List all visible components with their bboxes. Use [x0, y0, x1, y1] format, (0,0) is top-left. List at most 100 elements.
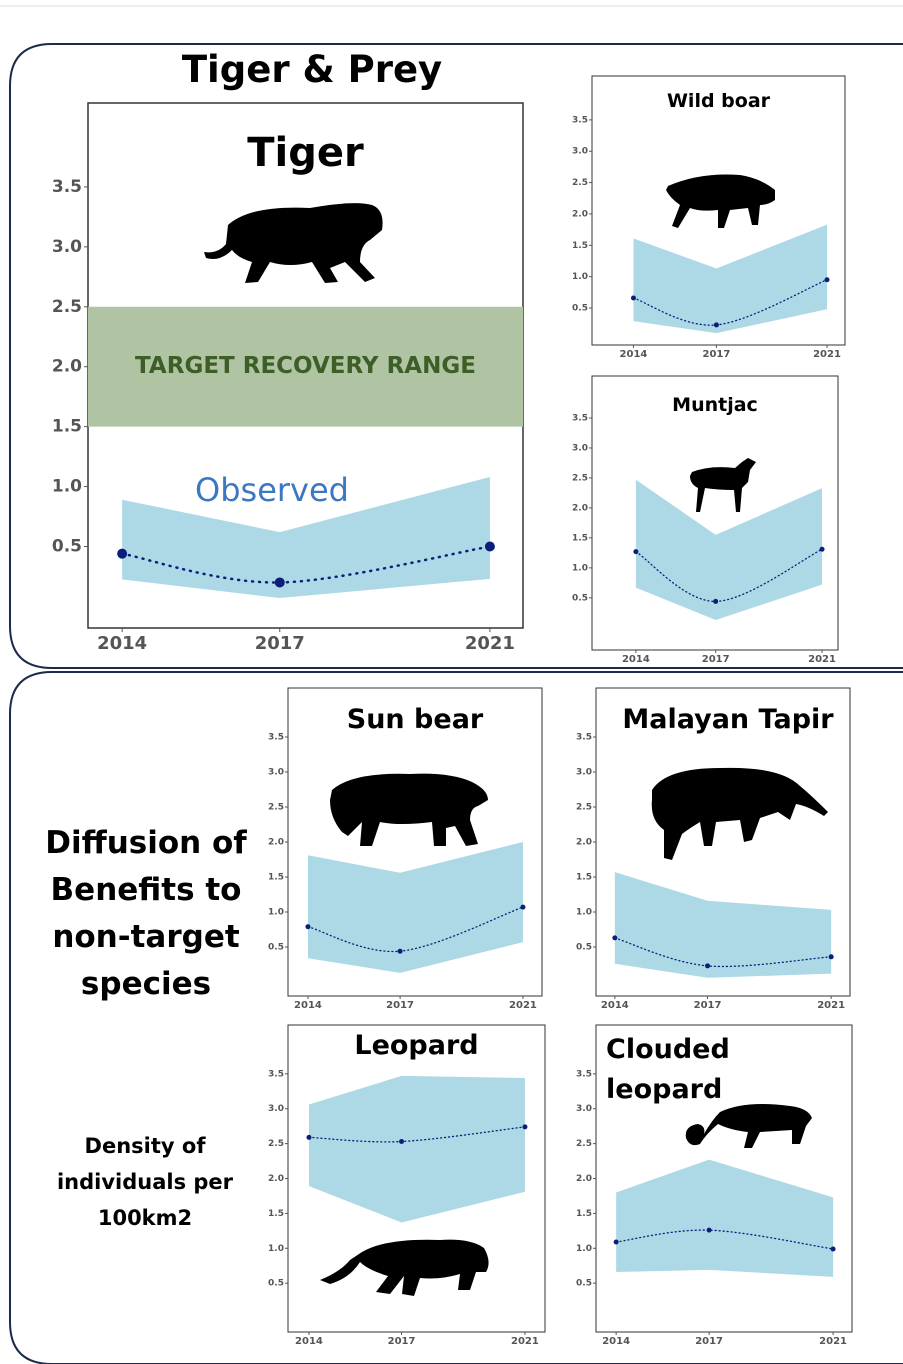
x-tick-label: 2021 — [465, 633, 515, 654]
interval-band — [122, 476, 490, 599]
target-band — [88, 306, 523, 427]
y-tick-label: 3.0 — [268, 768, 284, 778]
x-tick-label: 2014 — [97, 633, 147, 654]
x-tick-label: 2017 — [702, 654, 730, 665]
point — [399, 1139, 405, 1145]
point — [633, 549, 639, 555]
y-tick-label: 2.0 — [268, 1174, 284, 1184]
y-tick-label: 3.5 — [572, 115, 588, 125]
panel-title: Tiger & Prey — [181, 48, 443, 91]
chart-title: Sun bear — [346, 704, 484, 735]
chart-title: Malayan Tapir — [622, 704, 834, 735]
y-tick-label: 1.0 — [576, 908, 592, 918]
x-tick-label: 2014 — [622, 654, 650, 665]
y-tick-label: 1.0 — [572, 563, 588, 573]
point — [828, 954, 834, 960]
x-tick-label: 2021 — [808, 654, 836, 665]
y-tick-label: 2.5 — [52, 297, 82, 317]
y-tick-label: 0.5 — [576, 943, 592, 953]
y-tick-label: 1.0 — [268, 1244, 284, 1254]
y-tick-label: 2.5 — [576, 803, 592, 813]
point — [306, 1134, 312, 1140]
chart-title: Leopard — [354, 1030, 479, 1061]
y-tick-label: 1.5 — [268, 1209, 284, 1219]
point — [522, 1124, 528, 1130]
y-tick-label: 3.0 — [576, 1104, 592, 1114]
y-tick-label: 1.5 — [576, 873, 592, 883]
y-tick-label: 2.5 — [268, 803, 284, 813]
y-tick-label: 3.5 — [268, 1069, 284, 1079]
boar-silhouette — [666, 174, 775, 228]
charts: TARGET RECOVERY RANGE 0.5 1.0 1.5 2.0 2.5 3.0 3… — [52, 75, 853, 1347]
y-tick-label: 2.0 — [572, 209, 588, 219]
tiger-silhouette — [204, 203, 383, 283]
x-tick-label: 2021 — [509, 1000, 537, 1011]
silhouettes — [204, 174, 828, 1296]
y-tick-label: 2.0 — [572, 503, 588, 513]
y-tick-label: 2.0 — [576, 838, 592, 848]
panel-frame — [9, 671, 903, 1364]
y-tick-label: 1.0 — [576, 1244, 592, 1254]
y-tick-label: 1.0 — [268, 908, 284, 918]
leopard-silhouette — [320, 1239, 489, 1296]
point — [819, 546, 825, 552]
interval-band — [614, 872, 832, 978]
y-tick-label: 3.0 — [572, 147, 588, 157]
y-tick-label: 2.5 — [572, 178, 588, 188]
x-tick-label: 2017 — [695, 1336, 723, 1347]
y-tick-label: 2.0 — [52, 357, 82, 377]
y-tick-label: 0.5 — [268, 1279, 284, 1289]
y-tick-label: 0.5 — [52, 536, 82, 556]
x-tick-label: 2017 — [386, 1000, 414, 1011]
point — [824, 277, 830, 283]
y-tick-label: 3.5 — [576, 733, 592, 743]
y-tick-label: 1.5 — [572, 533, 588, 543]
point — [713, 322, 719, 328]
y-tick-label: 2.5 — [268, 1139, 284, 1149]
x-tick-label: 2014 — [620, 349, 648, 360]
point — [305, 924, 311, 930]
muntjac-silhouette — [690, 458, 756, 512]
sunbear-silhouette — [330, 773, 488, 846]
y-tick-label: 1.5 — [576, 1209, 592, 1219]
x-tick-label: 2014 — [602, 1336, 630, 1347]
y-tick-label: 2.5 — [576, 1139, 592, 1149]
y-tick-label: 2.5 — [572, 473, 588, 483]
chart-title: Tiger — [247, 130, 364, 176]
plot-frame — [595, 1024, 853, 1333]
point — [706, 1227, 712, 1233]
interval-band — [633, 224, 828, 334]
y-tick-label: 1.0 — [572, 272, 588, 282]
interval-band — [616, 1159, 834, 1277]
chart-title: Muntjac — [672, 394, 758, 416]
x-tick-label: 2014 — [294, 1000, 322, 1011]
interval-band — [308, 1075, 525, 1223]
target-label: TARGET RECOVERY RANGE — [135, 353, 476, 379]
x-tick-label: 2017 — [694, 1000, 722, 1011]
point — [713, 598, 719, 604]
chart-title: Clouded leopard — [606, 1034, 730, 1105]
x-tick-label: 2021 — [819, 1336, 847, 1347]
point — [397, 948, 403, 954]
x-tick-label: 2021 — [817, 1000, 845, 1011]
point — [612, 935, 618, 941]
panel-title: Diffusion of Benefits to non-target spec… — [45, 825, 247, 1002]
panel-frame — [9, 43, 903, 669]
point — [117, 548, 128, 559]
y-tick-label: 3.5 — [268, 733, 284, 743]
interval-band — [307, 842, 523, 973]
x-tick-label: 2021 — [511, 1336, 539, 1347]
unit-label: Density of individuals per 100km2 — [56, 1134, 234, 1230]
y-tick-label: 3.0 — [576, 768, 592, 778]
point — [484, 541, 495, 552]
x-tick-label: 2017 — [703, 349, 731, 360]
x-tick-label: 2014 — [295, 1336, 323, 1347]
chart-title: Wild boar — [666, 90, 771, 112]
x-tick-label: 2017 — [388, 1336, 416, 1347]
y-tick-label: 0.5 — [572, 593, 588, 603]
x-tick-label: 2021 — [813, 349, 841, 360]
mean-line — [615, 1229, 834, 1250]
y-tick-label: 3.0 — [572, 443, 588, 453]
y-tick-label: 2.0 — [576, 1174, 592, 1184]
point — [705, 963, 711, 969]
